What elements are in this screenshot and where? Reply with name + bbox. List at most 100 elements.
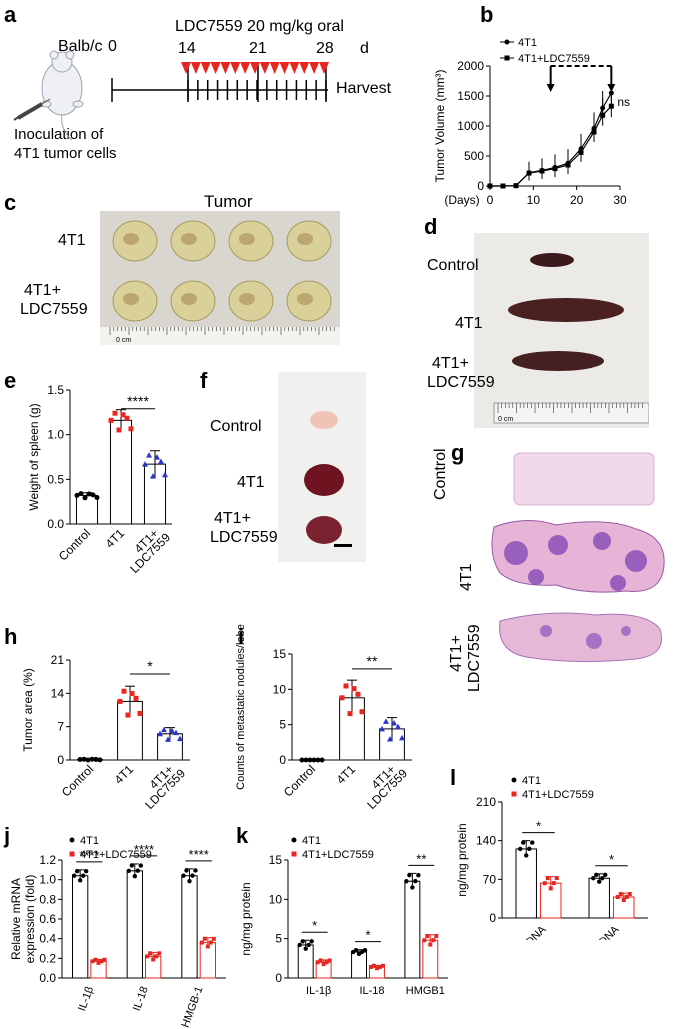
data-point	[99, 959, 104, 964]
lung-photo	[278, 372, 366, 562]
data-point	[133, 695, 139, 701]
data-point	[83, 868, 89, 874]
data-point	[187, 878, 192, 884]
y-tick-label: 1.2	[39, 853, 56, 867]
data-point	[434, 934, 439, 939]
y-tick-label: 0.2	[39, 951, 56, 965]
y-axis-label: Relative mRNA	[9, 878, 23, 960]
bar	[404, 880, 421, 979]
metastatic-nodule	[528, 569, 544, 585]
lung-row-4t1: 4T1	[237, 474, 265, 491]
data-point	[355, 691, 361, 697]
data-point	[124, 415, 130, 421]
legend-label: 4T1	[522, 775, 541, 787]
dosing-arrow	[210, 62, 221, 74]
treatment-label: LDC7559 20 mg/kg oral	[175, 18, 344, 35]
data-point	[600, 112, 606, 118]
lung-ldc7559	[306, 516, 342, 544]
histology-control	[513, 452, 655, 506]
dosing-arrow	[279, 62, 290, 74]
data-point	[300, 939, 305, 944]
legend-marker	[69, 851, 75, 857]
panel-label-g: g	[451, 440, 465, 465]
data-point	[428, 942, 433, 947]
y-tick-label: 0.4	[39, 932, 56, 946]
data-point	[327, 958, 332, 963]
ruler-label: 0 cm	[116, 337, 131, 344]
data-point	[138, 863, 144, 868]
data-point	[410, 885, 415, 890]
data-point	[89, 756, 95, 762]
tumor-row-4t1: 4T1	[58, 232, 86, 249]
y-tick-label: 0.8	[39, 892, 56, 906]
category-label: Control	[281, 762, 318, 799]
data-point	[74, 868, 80, 874]
data-point	[362, 948, 368, 953]
data-point	[311, 757, 317, 763]
y-tick-label: 1500	[457, 89, 484, 103]
data-point	[93, 957, 98, 962]
category-label: IL-1β	[306, 985, 331, 997]
panel-label-j: j	[4, 823, 11, 848]
data-point	[627, 892, 632, 897]
data-point	[82, 495, 88, 501]
legend-label: 4T1+LDC7559	[522, 789, 594, 801]
bar	[71, 875, 89, 979]
significance-label: ****	[79, 848, 99, 863]
x-tick-label: 30	[613, 193, 627, 207]
mrna-expression-chart: 0.0 0.2 0.4 0.6 0.8 1.0 1.2 Relative mRNA expres…	[9, 835, 226, 1029]
y-tick-label: 0.5	[47, 472, 64, 486]
data-point	[112, 410, 118, 416]
data-point	[391, 720, 397, 726]
data-point	[161, 726, 167, 733]
data-point	[618, 892, 623, 897]
legend-marker	[69, 837, 75, 843]
data-point	[343, 683, 349, 689]
y-axis-label: Tumor Volume (mm³)	[433, 70, 447, 183]
data-point	[526, 170, 532, 176]
data-point	[177, 735, 183, 742]
metastatic-nodule	[625, 550, 647, 572]
y-axis-label: ng/mg protein	[455, 823, 469, 896]
net-dna-chart: 0 70 140 210 ng/mg protein * MPO-DNA * NE-DNA 4T1…	[455, 775, 648, 940]
data-point	[78, 491, 84, 497]
scale-bar	[334, 544, 352, 547]
data-point	[539, 168, 545, 174]
panel-label-b: b	[480, 2, 494, 27]
data-point	[624, 894, 629, 899]
bar	[515, 848, 537, 919]
spleen-control	[530, 253, 574, 267]
y-tick-label: 500	[464, 149, 484, 163]
data-point	[128, 426, 134, 432]
data-point	[353, 948, 359, 953]
y-tick-label: 0.0	[47, 517, 64, 531]
data-point	[377, 964, 382, 969]
data-point	[359, 709, 365, 715]
data-point	[383, 718, 389, 724]
data-point	[303, 757, 309, 763]
data-point	[80, 873, 86, 878]
dosing-arrow	[250, 62, 260, 74]
histology-row-ldc-line2: LDC7559	[466, 624, 483, 692]
legend-label: 4T1	[518, 37, 537, 49]
cytokine-protein-chart: 0 5 10 15 ng/mg protein * IL-1β * IL-18 ** HMGB1 4T…	[239, 835, 448, 997]
ruler-label: 0 cm	[498, 416, 513, 423]
dosing-arrows	[181, 62, 329, 74]
spleen-row-ldc-line2: LDC7559	[427, 374, 495, 391]
data-point	[151, 957, 156, 962]
data-point	[94, 495, 100, 501]
legend-label: 4T1+LDC7559	[518, 53, 590, 65]
dosing-arrow	[190, 62, 201, 74]
data-point	[181, 873, 186, 878]
data-point	[157, 730, 163, 737]
data-point	[395, 723, 401, 730]
data-point	[90, 492, 96, 498]
data-point	[126, 868, 132, 874]
y-tick-label: 0.0	[39, 971, 56, 985]
data-point	[513, 183, 519, 189]
data-point	[318, 958, 323, 963]
panel-label-i: i	[238, 624, 245, 649]
significance-label: ns	[617, 95, 630, 109]
data-point	[190, 873, 195, 878]
